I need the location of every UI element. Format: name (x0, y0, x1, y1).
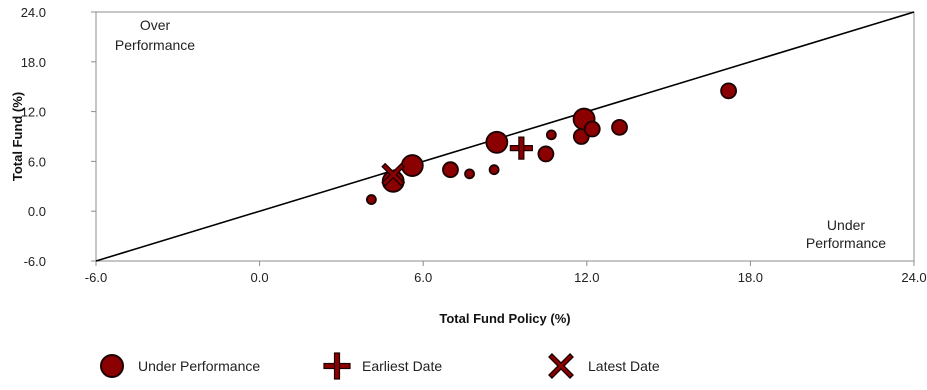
annotation-under-line-1: Under (827, 217, 865, 233)
plus-center (519, 146, 524, 150)
plus-center (335, 364, 339, 368)
legend-label-under-performance: Under Performance (138, 358, 260, 374)
x-tick-label: 18.0 (738, 270, 763, 285)
point-under-performance (611, 118, 628, 136)
legend-cross-shape (548, 353, 574, 379)
point-under-performance (488, 164, 500, 176)
annotation-over-line-2: Performance (115, 37, 195, 53)
point-earliest-date (509, 136, 533, 160)
annotation-over-line-1: Over (140, 17, 171, 33)
legend-marker-cross (548, 353, 574, 379)
axis-ticks: -6.0 0.0 6.0 12.0 18.0 24.0 -6.0 0.0 6.0 12.0 18.0… (21, 5, 927, 285)
point-under-performance (400, 154, 424, 177)
point-under-performance (720, 82, 737, 100)
y-tick-label: 12.0 (21, 105, 46, 120)
point-latest-date (381, 162, 406, 187)
point-under-performance (365, 194, 377, 205)
y-axis-title: Total Fund (%) (10, 92, 25, 181)
data-points (365, 82, 737, 205)
x-tick-label: 0.0 (251, 270, 269, 285)
point-under-performance (485, 130, 509, 154)
legend-marker-plus (323, 352, 351, 380)
annotation-under-line-2: Performance (806, 235, 886, 251)
x-tick-label: 6.0 (414, 270, 432, 285)
x-tick-label: 12.0 (574, 270, 599, 285)
y-tick-label: -6.0 (24, 254, 46, 269)
legend: Under Performance Earliest Date Latest D… (100, 352, 660, 380)
y-tick-label: 6.0 (28, 154, 46, 169)
legend-item-under-performance: Under Performance (100, 354, 260, 378)
x-axis-title: Total Fund Policy (%) (439, 311, 570, 326)
y-tick-label: 0.0 (28, 204, 46, 219)
y-tick-label: 24.0 (21, 5, 46, 20)
legend-label-latest-date: Latest Date (588, 358, 660, 374)
legend-item-latest-date: Latest Date (548, 353, 660, 379)
legend-item-earliest-date: Earliest Date (323, 352, 442, 380)
legend-label-earliest-date: Earliest Date (362, 358, 442, 374)
point-under-performance (545, 129, 557, 141)
point-under-performance (464, 168, 475, 180)
plot-frame (95, 11, 915, 262)
legend-marker-circle (100, 354, 124, 378)
x-tick-label: -6.0 (85, 270, 107, 285)
x-tick-label: 24.0 (901, 270, 926, 285)
point-under-performance (442, 161, 459, 179)
point-under-performance (583, 120, 601, 138)
y-tick-label: 18.0 (21, 55, 46, 70)
point-under-performance (537, 145, 555, 163)
legend-plus-shape (323, 352, 351, 380)
cross-stroke-b (549, 354, 573, 378)
cross-stroke-b (383, 164, 404, 185)
